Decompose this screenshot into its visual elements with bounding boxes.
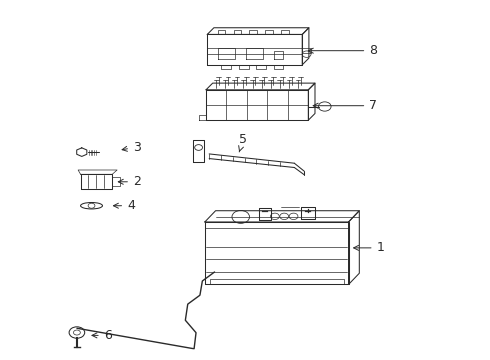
Bar [249,30,257,34]
Text: 1: 1 [354,241,385,255]
Bar [218,30,225,34]
Text: 6: 6 [92,329,112,342]
Text: 4: 4 [113,199,135,212]
Text: 3: 3 [122,141,141,154]
Text: 8: 8 [308,44,377,57]
Bar [266,30,273,34]
Bar [281,30,289,34]
Text: 5: 5 [239,134,247,152]
Text: 7: 7 [313,99,377,112]
Bar [234,30,241,34]
Text: 2: 2 [118,175,141,188]
